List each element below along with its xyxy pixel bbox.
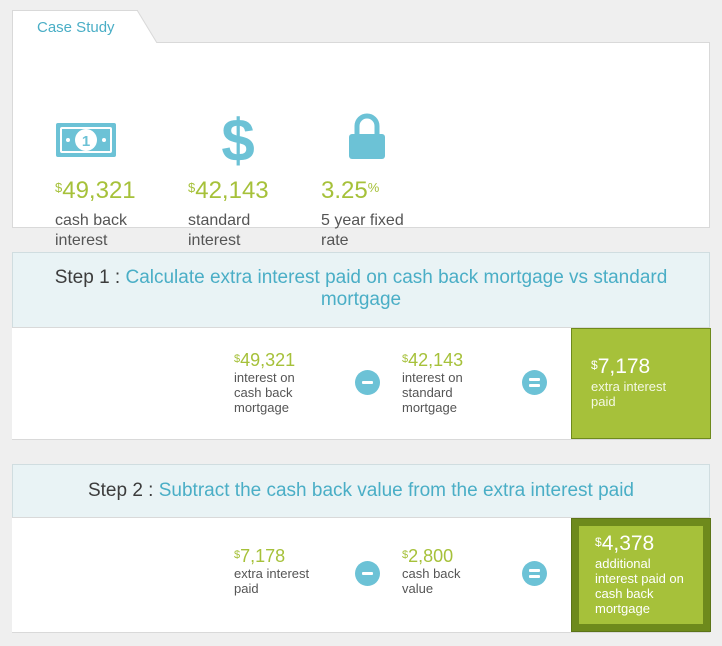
equals-icon <box>522 370 547 395</box>
step-1-left-term: $49,321 interest on cash back mortgage <box>234 350 296 415</box>
step-1-right-term: $42,143 interest on standard mortgage <box>402 350 464 415</box>
stat-cash-back-interest: 1 $49,321 cash back interest <box>55 109 185 251</box>
lock-icon <box>349 113 385 159</box>
step-1-equation: $49,321 interest on cash back mortgage $… <box>12 327 711 440</box>
svg-text:1: 1 <box>82 133 90 150</box>
minus-icon <box>355 370 380 395</box>
step-2-panel: Step 2 : Subtract the cash back value fr… <box>12 464 711 633</box>
step-2-left-term: $7,178 extra interest paid <box>234 546 310 596</box>
minus-icon <box>355 561 380 586</box>
stat-value: $42,143 <box>188 177 269 204</box>
case-study-tab-label: Case Study <box>37 19 115 36</box>
stat-description: cash back interest <box>55 212 128 249</box>
equals-icon <box>522 561 547 586</box>
step-1-panel: Step 1 : Calculate extra interest paid o… <box>12 252 711 440</box>
stat-value: $49,321 <box>55 177 136 204</box>
case-study-tab: Case Study <box>12 10 138 43</box>
stat-description: 5 year fixed rate <box>321 212 404 249</box>
stat-fixed-rate: 3.25% 5 year fixed rate <box>321 109 451 251</box>
banknote-icon: 1 <box>56 123 116 157</box>
svg-text:$: $ <box>221 109 254 171</box>
step-2-heading: Step 2 : Subtract the cash back value fr… <box>87 480 635 501</box>
stat-value: 3.25% <box>321 177 380 204</box>
dollar-sign-icon: $ <box>221 109 254 171</box>
step-1-heading: Step 1 : Calculate extra interest paid o… <box>54 267 668 310</box>
stat-description: standard interest <box>188 212 251 249</box>
step-2-equation: $7,178 extra interest paid $2,800 cash b… <box>12 517 711 633</box>
stat-standard-interest: $ $42,143 standard interest <box>188 109 318 251</box>
step-2-result: $4,378 additional interest paid on cash … <box>571 518 711 632</box>
case-study-card: 1 $49,321 cash back interest $ $42,143 s… <box>12 42 710 249</box>
step-1-result: $7,178 extra interest paid <box>571 328 711 439</box>
case-study-tab-edge <box>137 10 157 43</box>
step-2-right-term: $2,800 cash back value <box>402 546 461 596</box>
